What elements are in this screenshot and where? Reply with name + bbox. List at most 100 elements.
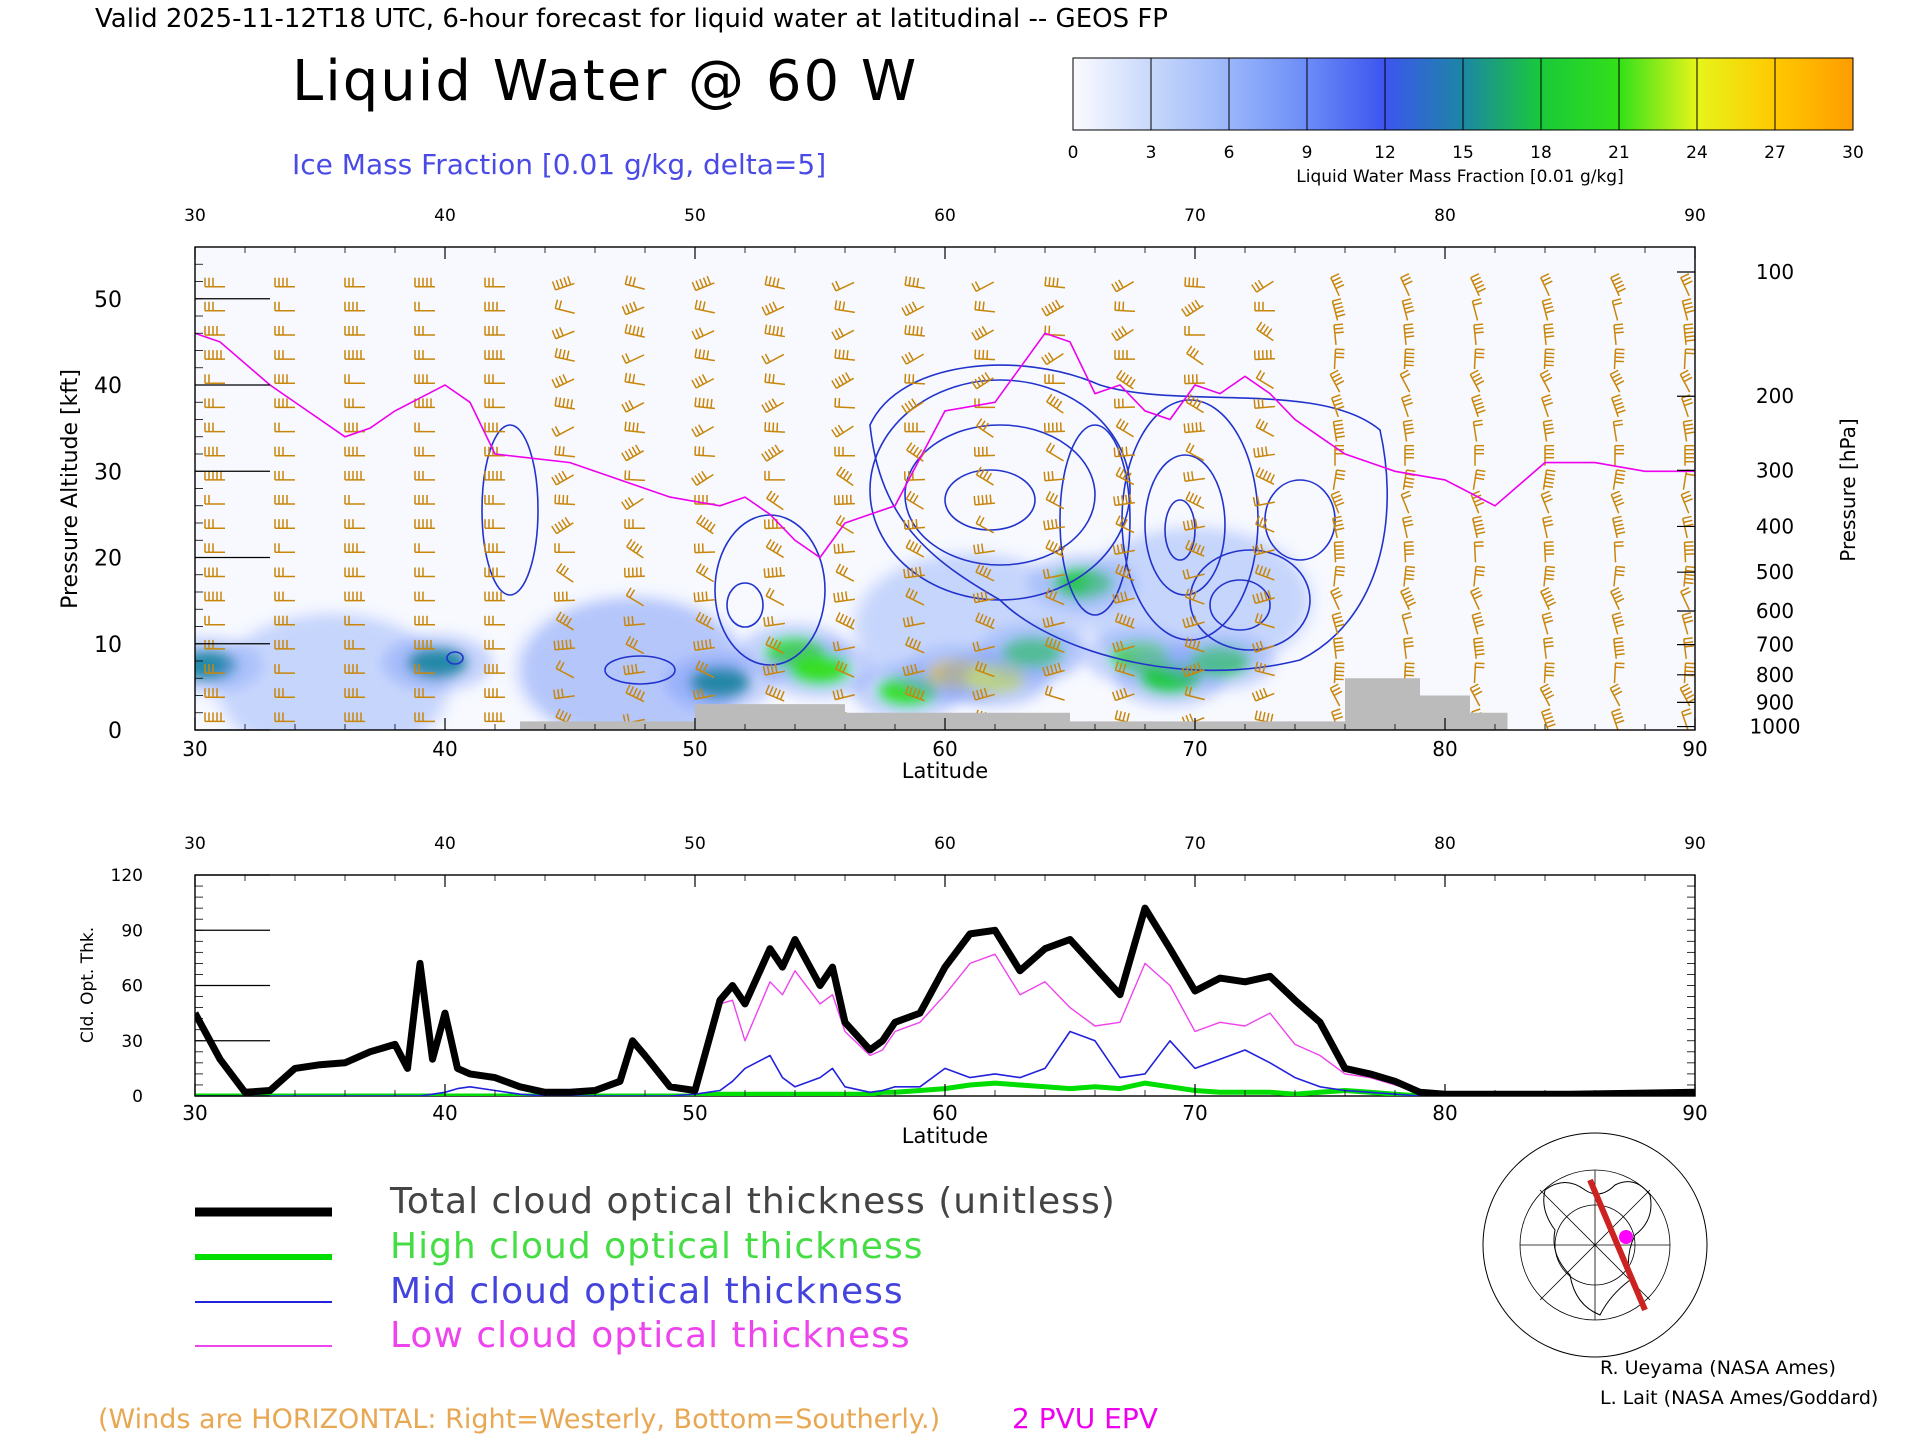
wind-barb <box>903 566 926 579</box>
wind-barb <box>204 495 225 505</box>
wind-barb <box>1255 370 1274 390</box>
wind-barb <box>204 688 225 698</box>
colorbar-tick-label: 9 <box>1302 143 1313 163</box>
wind-barb <box>414 615 435 626</box>
wind-barb <box>1254 613 1275 629</box>
optical-thickness-y-tick-label: 30 <box>121 1032 143 1052</box>
wind-barb <box>1184 685 1205 701</box>
colorbar-cell <box>1774 57 1854 131</box>
wind-barb <box>1046 393 1064 414</box>
wind-barb <box>204 639 225 650</box>
wind-barb <box>624 372 645 386</box>
wind-barb <box>204 277 225 288</box>
cross-section-pressure-tick-label: 900 <box>1756 690 1794 714</box>
cross-section-x-tick-label: 40 <box>432 737 457 761</box>
ice-mass-contours <box>446 364 1389 685</box>
wind-barb <box>691 374 715 389</box>
wind-barb <box>274 639 295 650</box>
colorbar-ticks: 0 3 6 9 12 15 18 21 24 27 30 <box>1068 143 1864 163</box>
optical-thickness-series <box>195 904 1695 1096</box>
wind-barb <box>831 372 855 389</box>
wind-barb <box>695 563 714 583</box>
wind-barb <box>1541 394 1554 418</box>
wind-barb <box>344 543 365 554</box>
wind-barb <box>1473 323 1484 346</box>
wind-barb <box>624 323 645 338</box>
ice-contour <box>1189 549 1311 651</box>
wind-barb <box>1041 352 1064 366</box>
wind-barb <box>1042 568 1065 580</box>
cross-section-y-tick-label: 0 <box>108 719 122 744</box>
cross-section-x-tick-label-top: 40 <box>434 206 456 226</box>
wind-barb <box>1610 273 1627 297</box>
wind-barb <box>274 664 295 674</box>
wind-barb <box>625 635 645 655</box>
wind-barb <box>344 664 365 674</box>
wind-barb <box>1256 321 1274 342</box>
wind-barb <box>1184 326 1205 336</box>
wind-barb <box>274 519 295 529</box>
subtitle: Ice Mass Fraction [0.01 g/kg, delta=5] <box>292 148 826 181</box>
wind-barb <box>484 277 505 288</box>
wind-barb <box>1255 515 1275 533</box>
wind-barb <box>1333 323 1344 346</box>
optical-thickness-x-tick-label: 30 <box>182 1101 207 1125</box>
wind-barb <box>1682 419 1695 442</box>
cross-section-y-tick-label: 10 <box>94 633 122 658</box>
colorbar-cells <box>1072 57 1854 131</box>
optical-thickness-x-tick-label-top: 60 <box>934 834 956 854</box>
wind-barb <box>624 470 646 482</box>
wind-barb <box>344 688 365 698</box>
cross-section-y-tick-label: 30 <box>94 460 122 485</box>
wind-barb <box>344 446 365 457</box>
wind-barb <box>414 446 435 457</box>
wind-barb <box>1045 539 1066 558</box>
wind-barb <box>1114 301 1136 313</box>
wind-barb <box>1469 369 1485 393</box>
wind-barb <box>554 494 576 506</box>
wind-barb <box>1612 469 1626 490</box>
wind-barb <box>902 663 925 677</box>
wind-barb <box>414 374 435 385</box>
wind-barb <box>1403 323 1415 346</box>
wind-barb <box>621 444 645 462</box>
wind-barb <box>1254 301 1275 312</box>
ice-contour <box>1144 454 1226 596</box>
wind-barb <box>414 301 435 312</box>
wind-barb <box>484 422 505 433</box>
colorbar-tick-label: 24 <box>1686 143 1708 163</box>
main-title: Liquid Water @ 60 W <box>292 49 918 114</box>
wind-barb <box>1254 661 1275 677</box>
colorbar-cell <box>1228 57 1308 131</box>
wind-barb <box>414 350 435 360</box>
colorbar-cell <box>1618 57 1698 131</box>
wind-barb <box>832 641 855 652</box>
wind-barb <box>693 639 716 652</box>
wind-barb <box>1043 518 1066 531</box>
wind-barb <box>831 327 855 341</box>
wind-barb <box>761 444 784 462</box>
wind-barb <box>1252 496 1275 507</box>
ice-contour <box>944 469 1036 531</box>
cross-section-x-tick-label-top: 90 <box>1684 206 1706 226</box>
cross-section-y-tick-label: 50 <box>94 288 122 313</box>
wind-barb <box>623 567 646 578</box>
colorbar-tick-label: 6 <box>1224 143 1235 163</box>
liquid-water-region <box>690 667 750 698</box>
wind-barb <box>904 276 925 290</box>
wind-barb <box>761 353 785 365</box>
wind-barb <box>1331 298 1346 321</box>
wind-barb <box>901 301 925 317</box>
wind-barb <box>1183 471 1206 483</box>
optical-thickness-axes: 30 30 40 40 50 50 60 60 70 70 80 80 90 90 0 30 60 90 120 <box>111 834 1708 1125</box>
wind-barb <box>1045 442 1064 462</box>
cross-section-pressure-tick-label: 600 <box>1756 599 1794 623</box>
wind-barb <box>901 351 925 365</box>
wind-barb <box>1114 350 1135 360</box>
wind-barb <box>551 470 575 486</box>
wind-barb <box>1543 637 1554 659</box>
wind-barb <box>974 660 995 678</box>
wind-barb <box>1469 683 1483 707</box>
wind-barb <box>484 688 505 698</box>
